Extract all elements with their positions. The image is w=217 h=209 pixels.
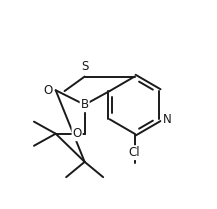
Text: O: O [72, 127, 82, 140]
Text: N: N [162, 113, 171, 126]
Text: Cl: Cl [129, 146, 140, 159]
Text: B: B [81, 98, 89, 111]
Text: S: S [81, 60, 88, 73]
Text: O: O [44, 84, 53, 97]
